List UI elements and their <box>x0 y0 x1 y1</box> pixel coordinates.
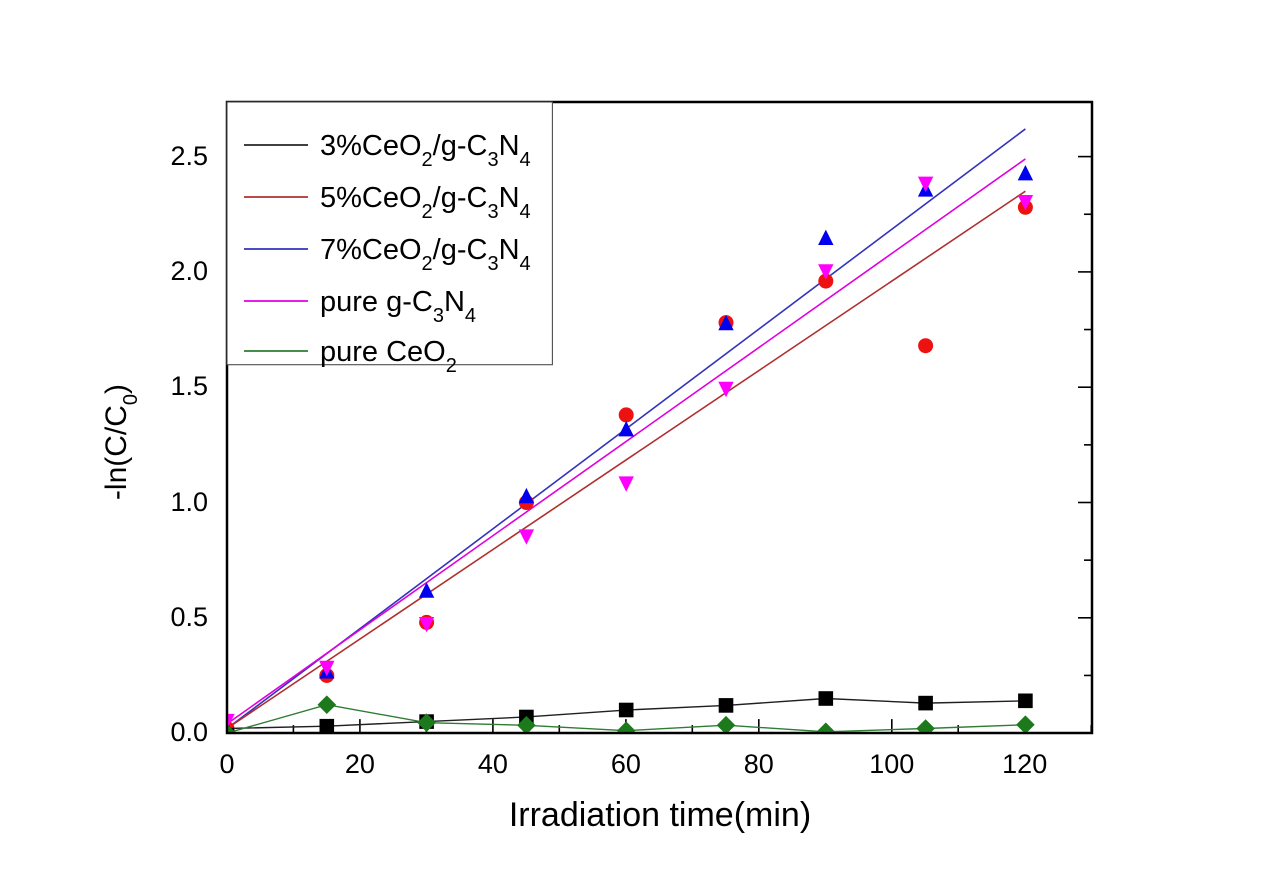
svg-text:40: 40 <box>478 749 508 779</box>
svg-text:0: 0 <box>219 749 234 779</box>
svg-text:100: 100 <box>869 749 914 779</box>
svg-text:60: 60 <box>611 749 641 779</box>
svg-text:1.5: 1.5 <box>170 371 208 401</box>
svg-text:Irradiation time(min): Irradiation time(min) <box>509 796 811 834</box>
svg-text:120: 120 <box>1002 749 1047 779</box>
svg-text:2.5: 2.5 <box>170 141 208 171</box>
svg-text:20: 20 <box>345 749 375 779</box>
svg-text:2.0: 2.0 <box>170 256 208 286</box>
svg-text:-ln(C/C0): -ln(C/C0) <box>100 384 142 500</box>
svg-text:80: 80 <box>744 749 774 779</box>
svg-text:pure CeO2: pure CeO2 <box>320 336 457 377</box>
svg-text:0.0: 0.0 <box>170 717 208 747</box>
svg-text:1.0: 1.0 <box>170 487 208 517</box>
svg-text:0.5: 0.5 <box>170 602 208 632</box>
